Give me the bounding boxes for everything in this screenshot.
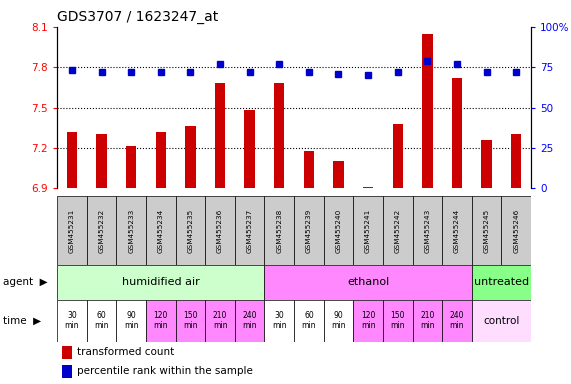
- Text: percentile rank within the sample: percentile rank within the sample: [77, 366, 253, 376]
- Text: GSM455236: GSM455236: [217, 208, 223, 253]
- Text: GSM455239: GSM455239: [306, 208, 312, 253]
- Text: 210
min: 210 min: [420, 311, 435, 330]
- Text: humidified air: humidified air: [122, 277, 200, 287]
- Bar: [62, 346, 73, 359]
- Bar: [294, 300, 324, 342]
- Bar: [472, 196, 501, 265]
- Bar: [472, 265, 531, 300]
- Text: GSM455244: GSM455244: [454, 208, 460, 253]
- Text: 120
min: 120 min: [361, 311, 375, 330]
- Text: 30
min: 30 min: [272, 311, 287, 330]
- Bar: [383, 196, 412, 265]
- Bar: [235, 300, 264, 342]
- Bar: [472, 300, 531, 342]
- Text: 60
min: 60 min: [301, 311, 316, 330]
- Bar: [87, 300, 116, 342]
- Text: GSM455234: GSM455234: [158, 208, 164, 253]
- Bar: [363, 187, 373, 188]
- Text: 150
min: 150 min: [183, 311, 198, 330]
- Text: 120
min: 120 min: [154, 311, 168, 330]
- Bar: [176, 196, 205, 265]
- Bar: [353, 196, 383, 265]
- Text: GSM455235: GSM455235: [187, 208, 194, 253]
- Text: GSM455240: GSM455240: [336, 208, 341, 253]
- Text: 240
min: 240 min: [450, 311, 464, 330]
- Bar: [422, 33, 433, 188]
- Text: GSM455231: GSM455231: [69, 208, 75, 253]
- Bar: [264, 300, 294, 342]
- Text: 150
min: 150 min: [391, 311, 405, 330]
- Bar: [116, 196, 146, 265]
- Bar: [57, 300, 87, 342]
- Bar: [116, 300, 146, 342]
- Bar: [205, 196, 235, 265]
- Text: GSM455242: GSM455242: [395, 208, 401, 253]
- Text: GSM455246: GSM455246: [513, 208, 519, 253]
- Bar: [452, 78, 462, 188]
- Text: time  ▶: time ▶: [3, 316, 41, 326]
- Bar: [392, 124, 403, 188]
- Text: 240
min: 240 min: [242, 311, 257, 330]
- Text: GSM455232: GSM455232: [99, 208, 104, 253]
- Text: agent  ▶: agent ▶: [3, 277, 47, 287]
- Bar: [155, 132, 166, 188]
- Text: GDS3707 / 1623247_at: GDS3707 / 1623247_at: [57, 10, 218, 25]
- Text: 90
min: 90 min: [124, 311, 138, 330]
- Bar: [205, 300, 235, 342]
- Bar: [126, 146, 136, 188]
- Text: ethanol: ethanol: [347, 277, 389, 287]
- Bar: [412, 300, 442, 342]
- Bar: [215, 83, 225, 188]
- Bar: [235, 196, 264, 265]
- Text: GSM455243: GSM455243: [424, 208, 431, 253]
- Text: transformed count: transformed count: [77, 347, 174, 357]
- Text: 60
min: 60 min: [94, 311, 109, 330]
- Bar: [146, 300, 176, 342]
- Bar: [501, 196, 531, 265]
- Bar: [274, 83, 284, 188]
- Bar: [57, 196, 87, 265]
- Bar: [412, 196, 442, 265]
- Text: GSM455245: GSM455245: [484, 208, 489, 253]
- Text: GSM455233: GSM455233: [128, 208, 134, 253]
- Bar: [383, 300, 412, 342]
- Text: untreated: untreated: [474, 277, 529, 287]
- Bar: [442, 196, 472, 265]
- Bar: [96, 134, 107, 188]
- Bar: [87, 196, 116, 265]
- Bar: [264, 265, 472, 300]
- Bar: [57, 265, 264, 300]
- Bar: [353, 300, 383, 342]
- Text: control: control: [483, 316, 520, 326]
- Bar: [264, 196, 294, 265]
- Bar: [304, 151, 314, 188]
- Bar: [185, 126, 196, 188]
- Text: 30
min: 30 min: [65, 311, 79, 330]
- Bar: [333, 161, 344, 188]
- Text: GSM455237: GSM455237: [247, 208, 252, 253]
- Bar: [324, 196, 353, 265]
- Text: 90
min: 90 min: [331, 311, 346, 330]
- Text: GSM455241: GSM455241: [365, 208, 371, 253]
- Bar: [324, 300, 353, 342]
- Bar: [511, 134, 521, 188]
- Bar: [67, 132, 77, 188]
- Bar: [146, 196, 176, 265]
- Bar: [442, 300, 472, 342]
- Bar: [294, 196, 324, 265]
- Bar: [62, 365, 73, 378]
- Bar: [244, 110, 255, 188]
- Text: GSM455238: GSM455238: [276, 208, 282, 253]
- Text: 210
min: 210 min: [213, 311, 227, 330]
- Bar: [481, 140, 492, 188]
- Bar: [176, 300, 205, 342]
